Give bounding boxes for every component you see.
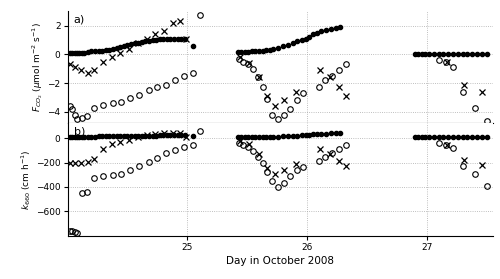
X-axis label: Day in October 2008: Day in October 2008 <box>226 256 334 266</box>
Y-axis label: $k_{660}$ (cm h$^{-1}$): $k_{660}$ (cm h$^{-1}$) <box>19 149 33 210</box>
Text: a): a) <box>74 15 85 25</box>
Y-axis label: $F_{CO_2}$ ($\mu$mol m$^{-2}$ s$^{-1}$): $F_{CO_2}$ ($\mu$mol m$^{-2}$ s$^{-1}$) <box>30 22 44 112</box>
Text: b): b) <box>74 127 85 137</box>
